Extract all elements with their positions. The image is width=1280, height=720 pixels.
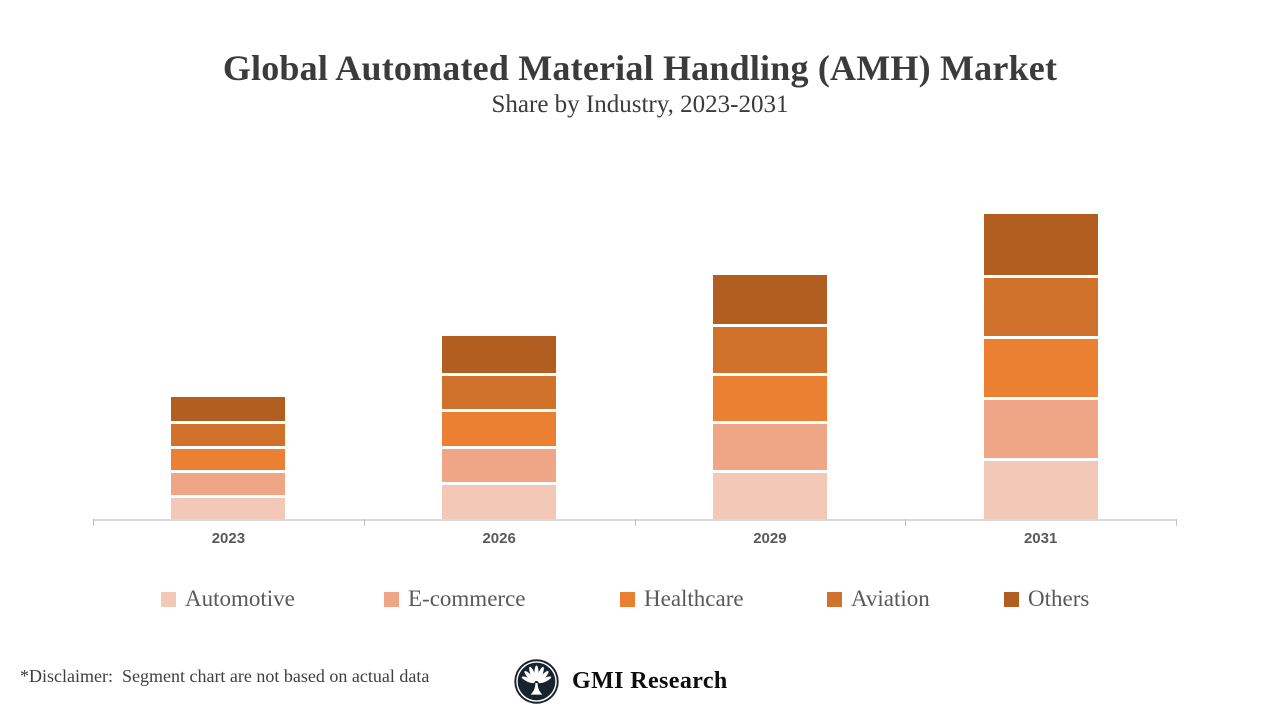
legend-label: Healthcare: [644, 586, 744, 611]
legend-label: Aviation: [851, 586, 930, 611]
bar-segment-healthcare: [171, 445, 286, 471]
x-axis-label: 2029: [753, 530, 787, 547]
legend-item-automotive: Automotive: [161, 585, 295, 613]
bar-segment-others: [171, 397, 286, 422]
bar-segment-e-commerce: [983, 397, 1098, 458]
chart-title: Global Automated Material Handling (AMH)…: [222, 48, 1058, 88]
palm-fan-icon: [514, 659, 559, 704]
bar-segment-aviation: [171, 421, 286, 446]
axis-tick: [905, 519, 907, 526]
legend-label: Others: [1028, 586, 1090, 611]
bar-2031: [983, 214, 1098, 519]
bar-segment-e-commerce: [442, 445, 557, 483]
chart-subtitle: Share by Industry, 2023-2031: [491, 91, 789, 118]
x-axis-label: 2026: [482, 530, 516, 547]
axis-tick: [1176, 519, 1177, 526]
bar-segment-healthcare: [983, 336, 1098, 397]
axis-tick: [363, 519, 365, 526]
bar-2026: [442, 336, 557, 519]
legend-swatch: [620, 591, 635, 607]
bar-segment-others: [442, 336, 557, 373]
legend-swatch: [827, 591, 842, 607]
disclaimer-text: *Disclaimer: Segment chart are not based…: [20, 666, 430, 686]
brand-name: GMI Research: [572, 668, 728, 694]
bar-2023: [171, 397, 286, 519]
legend-item-aviation: Aviation: [827, 585, 930, 613]
legend-label: Automotive: [185, 586, 295, 611]
bar-segment-healthcare: [442, 409, 557, 446]
axis-tick: [634, 519, 636, 526]
bar-segment-others: [712, 275, 827, 324]
bar-segment-healthcare: [712, 372, 827, 422]
gmi-logo: GMI Research: [514, 659, 728, 704]
bar-segment-automotive: [983, 458, 1098, 519]
bar-segment-aviation: [712, 323, 827, 373]
legend-label: E-commerce: [408, 586, 526, 611]
bar-segment-aviation: [983, 275, 1098, 336]
legend-item-others: Others: [1004, 585, 1089, 613]
legend-swatch: [161, 591, 176, 607]
bar-segment-others: [983, 214, 1098, 275]
x-axis-label: 2031: [1023, 530, 1058, 547]
legend-item-healthcare: Healthcare: [620, 585, 744, 613]
axis-tick: [93, 519, 94, 526]
bar-segment-aviation: [442, 372, 557, 410]
bar-segment-automotive: [442, 482, 557, 519]
bar-segment-automotive: [171, 494, 286, 519]
x-axis-label: 2023: [211, 530, 246, 547]
bar-segment-e-commerce: [712, 421, 827, 471]
legend-swatch: [1004, 591, 1019, 607]
bar-segment-e-commerce: [171, 470, 286, 495]
bar-2029: [712, 275, 827, 519]
bar-segment-automotive: [712, 470, 827, 519]
legend-item-e-commerce: E-commerce: [384, 585, 525, 613]
legend-swatch: [384, 591, 399, 607]
